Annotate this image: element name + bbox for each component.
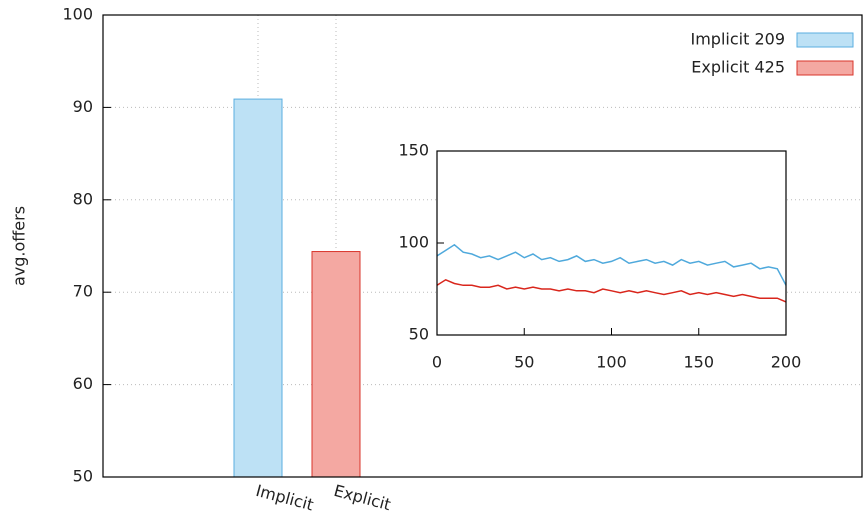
x-tick-label: 100 xyxy=(596,353,627,372)
y-tick-label: 50 xyxy=(73,467,93,486)
plot-frame xyxy=(102,14,863,478)
x-tick-label: 150 xyxy=(683,353,714,372)
y-tick-label: 70 xyxy=(73,282,93,301)
y-tick-label: 100 xyxy=(398,233,429,252)
y-tick-label: 100 xyxy=(62,5,93,24)
y-tick-label: 50 xyxy=(409,325,429,344)
x-tick-label: 0 xyxy=(432,353,442,372)
x-tick-label: 200 xyxy=(771,353,802,372)
y-axis-label: avg.offers xyxy=(10,206,29,286)
legend-swatch xyxy=(796,32,854,48)
legend-swatch xyxy=(796,60,854,76)
line xyxy=(436,243,787,286)
line xyxy=(436,278,787,303)
legend-label: Implicit 209 xyxy=(691,30,786,49)
inset-background xyxy=(437,151,786,335)
bar xyxy=(311,251,361,478)
y-tick-label: 80 xyxy=(73,189,93,208)
legend-label: Explicit 425 xyxy=(691,58,785,77)
x-tick-label: Implicit xyxy=(254,481,316,515)
x-tick-label: 50 xyxy=(514,353,534,372)
inset-frame xyxy=(436,150,787,336)
y-tick-label: 90 xyxy=(73,97,93,116)
bar xyxy=(233,98,283,478)
y-tick-label: 150 xyxy=(398,141,429,160)
x-tick-label: Explicit xyxy=(332,481,393,514)
y-tick-label: 60 xyxy=(73,374,93,393)
